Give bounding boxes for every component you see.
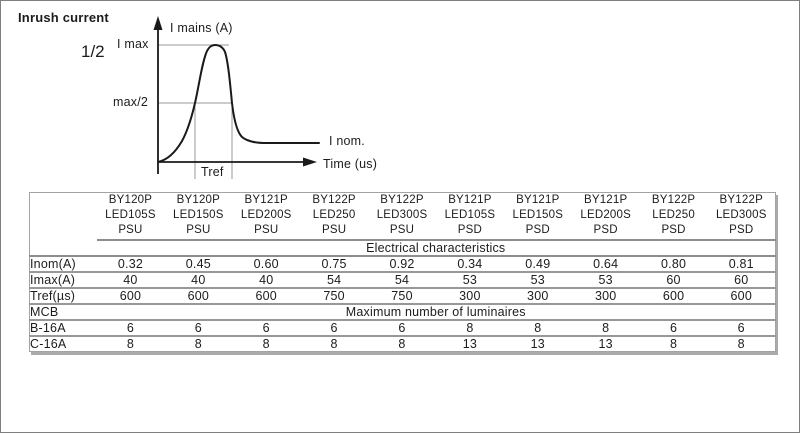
table-cell: 750 xyxy=(300,287,369,305)
table-row-b16a: B-16A 6 6 6 6 6 8 8 8 6 6 xyxy=(29,319,776,337)
row-label-mcb: MCB xyxy=(29,303,97,321)
table-row-c16a: C-16A 8 8 8 8 8 13 13 13 8 8 xyxy=(30,336,776,352)
product-column-header: BY120P LED105S PSU xyxy=(96,192,165,241)
table-cell: 8 xyxy=(262,336,270,351)
inom-label: I nom. xyxy=(329,134,365,148)
product-column-header: BY121P LED105S PSD xyxy=(435,192,504,241)
table-cell: 0.60 xyxy=(232,255,301,273)
product-column-header: BY121P LED200S PSD xyxy=(571,192,640,241)
table-cell: 13 xyxy=(598,336,613,351)
section-caption-electrical: Electrical characteristics xyxy=(96,239,776,257)
table-cell: 6 xyxy=(368,319,436,337)
inrush-current-graph xyxy=(153,16,320,179)
table-cell: 600 xyxy=(639,287,708,305)
table-cell: 40 xyxy=(232,271,301,289)
row-label-tref: Tref(µs) xyxy=(29,287,97,305)
inrush-curve xyxy=(157,43,320,163)
row-label-imax: Imax(A) xyxy=(29,271,97,289)
table-row-tref: Tref(µs) 600 600 600 750 750 300 300 300… xyxy=(29,287,776,305)
table-header-row: BY120P LED105S PSU BY120P LED150S PSU BY… xyxy=(30,192,776,241)
table-cell: 8 xyxy=(330,336,338,351)
table-cell: 8 xyxy=(435,319,504,337)
y-axis-arrowhead xyxy=(153,16,163,30)
imax-label: I max xyxy=(117,37,149,51)
table-cell: 8 xyxy=(669,336,678,351)
table-cell: 54 xyxy=(300,271,369,289)
row-label-b16a: B-16A xyxy=(29,319,97,337)
table-cell: 6 xyxy=(300,319,369,337)
table-cell: 0.32 xyxy=(96,255,165,273)
table-cell: 6 xyxy=(707,319,776,337)
product-column-header: BY122P LED250 PSD xyxy=(639,192,708,241)
table-cell: 300 xyxy=(571,287,640,305)
tref-label: Tref xyxy=(201,165,224,179)
table-cell: 8 xyxy=(126,336,135,351)
header-spacer xyxy=(30,193,97,240)
characteristics-table: BY120P LED105S PSU BY120P LED150S PSU BY… xyxy=(29,192,776,352)
table-cell: 53 xyxy=(435,271,504,289)
product-column-header: BY121P LED150S PSD xyxy=(503,192,572,241)
table-cell: 6 xyxy=(164,319,233,337)
table-cell: 750 xyxy=(368,287,436,305)
table-cell: 600 xyxy=(164,287,233,305)
caption-spacer xyxy=(29,239,97,257)
table-cell: 8 xyxy=(737,336,745,351)
row-label-c16a: C-16A xyxy=(30,336,67,351)
table-cell: 53 xyxy=(503,271,572,289)
table-cell: 600 xyxy=(707,287,776,305)
table-cell: 8 xyxy=(503,319,572,337)
table-cell: 0.34 xyxy=(435,255,504,273)
table-cell: 6 xyxy=(96,319,165,337)
product-column-header: BY122P LED300S PSD xyxy=(707,192,776,241)
product-column-header: BY121P LED200S PSU xyxy=(232,192,301,241)
product-column-header: BY122P LED250 PSU xyxy=(300,192,369,241)
table-cell: 300 xyxy=(503,287,572,305)
x-axis-arrowhead xyxy=(303,157,317,167)
product-column-header: BY120P LED150S PSU xyxy=(164,192,233,241)
table-row-mcb: MCB Maximum number of luminaires xyxy=(29,303,776,321)
table-cell: 53 xyxy=(571,271,640,289)
table-row-imax: Imax(A) 40 40 40 54 54 53 53 53 60 60 xyxy=(29,271,776,289)
table-cell: 600 xyxy=(232,287,301,305)
table-cell: 6 xyxy=(639,319,708,337)
section-caption-row: Electrical characteristics xyxy=(29,239,776,257)
table-cell: 8 xyxy=(571,319,640,337)
table-cell: 0.81 xyxy=(707,255,776,273)
half-max-label: max/2 xyxy=(113,95,149,109)
product-column-header: BY122P LED300S PSU xyxy=(368,192,436,241)
table-cell: 0.80 xyxy=(639,255,708,273)
table-cell: 60 xyxy=(639,271,708,289)
table-cell: 0.92 xyxy=(368,255,436,273)
table-cell: 54 xyxy=(368,271,436,289)
table-row-inom: Inom(A) 0.32 0.45 0.60 0.75 0.92 0.34 0.… xyxy=(29,255,776,273)
table-cell: 600 xyxy=(96,287,165,305)
row-label-inom: Inom(A) xyxy=(29,255,97,273)
table-cell: 0.64 xyxy=(571,255,640,273)
table-cell: 0.45 xyxy=(164,255,233,273)
section-caption-luminaires: Maximum number of luminaires xyxy=(96,303,776,321)
table-cell: 40 xyxy=(96,271,165,289)
table-cell: 0.75 xyxy=(300,255,369,273)
table-cell: 13 xyxy=(530,336,545,351)
table-cell: 300 xyxy=(435,287,504,305)
table-cell: 8 xyxy=(398,336,406,351)
table-cell: 13 xyxy=(462,336,478,351)
page-title: Inrush current xyxy=(18,10,109,25)
x-axis-label: Time (us) xyxy=(323,157,378,171)
y-axis-label: I mains (A) xyxy=(170,21,233,35)
table-cell: 0.49 xyxy=(503,255,572,273)
table-cell: 6 xyxy=(232,319,301,337)
table-cell: 8 xyxy=(194,336,202,351)
fraction-label: 1/2 xyxy=(81,42,105,61)
table-cell: 40 xyxy=(164,271,233,289)
table-cell: 60 xyxy=(707,271,776,289)
